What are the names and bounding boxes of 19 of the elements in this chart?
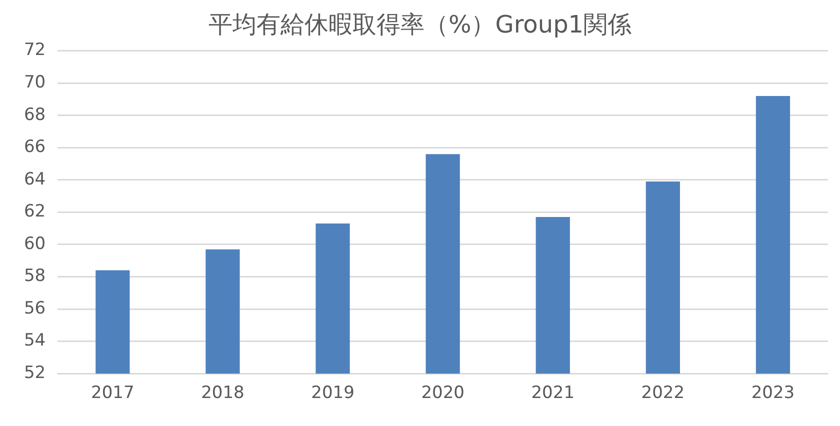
y-tick-label: 60 [24, 234, 46, 254]
y-tick-label: 68 [24, 104, 46, 125]
y-tick-label: 62 [24, 202, 46, 222]
y-tick-label: 58 [24, 266, 46, 286]
x-tick-label: 2017 [91, 383, 134, 404]
x-tick-label: 2019 [311, 383, 354, 404]
y-tick-label: 70 [24, 72, 46, 92]
x-tick-label: 2021 [531, 383, 574, 404]
y-tick-label: 66 [24, 137, 46, 158]
x-tick-label: 2022 [641, 383, 685, 404]
x-tick-label: 2020 [421, 383, 464, 404]
x-tick-label: 2023 [751, 383, 795, 404]
y-tick-label: 64 [24, 169, 46, 190]
chart-title: 平均有給休暇取得率（%）Group1関係 [208, 10, 632, 39]
y-tick-label: 72 [24, 40, 46, 60]
x-tick-label: 2018 [201, 383, 244, 404]
y-tick-label: 56 [24, 298, 46, 318]
y-tick-label: 52 [24, 363, 46, 384]
y-tick-label: 54 [24, 330, 46, 351]
